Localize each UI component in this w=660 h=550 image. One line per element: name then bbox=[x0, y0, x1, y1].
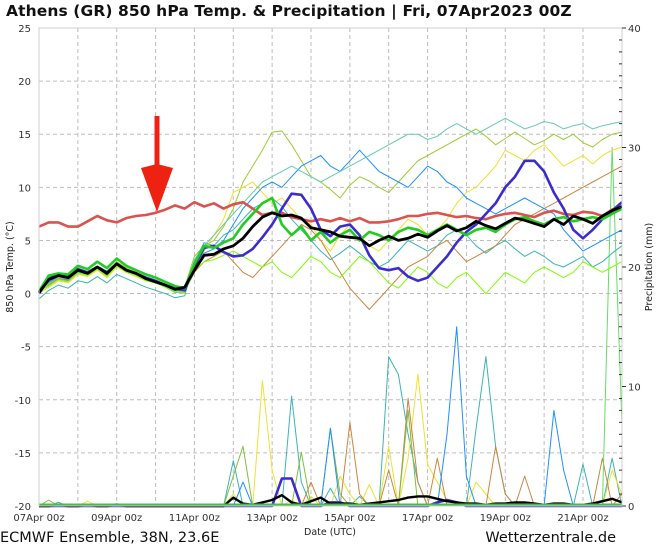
x-tick-label: 11Apr 00z bbox=[169, 513, 220, 524]
series-precip-member-c bbox=[39, 397, 623, 507]
y-tick-label: -20 bbox=[15, 502, 31, 513]
series-precip-operational bbox=[39, 477, 622, 508]
series-member-green bbox=[37, 196, 623, 293]
y-tick-label: 5 bbox=[25, 236, 31, 247]
x-tick-label: 15Apr 00z bbox=[324, 513, 375, 524]
x-axis: 07Apr 00z 09Apr 00z 11Apr 00z 13Apr 00z 15Ap… bbox=[13, 513, 608, 524]
y2-tick-label: 20 bbox=[628, 263, 641, 274]
x-tick-label: 19Apr 00z bbox=[480, 513, 531, 524]
y-axis-right: 0 10 20 30 40 bbox=[619, 24, 641, 513]
y-tick-label: 0 bbox=[25, 290, 31, 301]
x-tick-label: 13Apr 00z bbox=[247, 513, 298, 524]
series-precip-member-spike bbox=[39, 147, 623, 507]
y-tick-label: 10 bbox=[18, 183, 31, 194]
series-precip-member-e bbox=[39, 326, 622, 507]
y-axis-left: -20 -15 -10 -5 0 5 10 15 20 25 bbox=[15, 24, 31, 513]
y-tick-label: -10 bbox=[15, 396, 31, 407]
red-arrow-annotation bbox=[141, 116, 173, 212]
model-info: ECMWF Ensemble, 38N, 23.6E bbox=[0, 530, 220, 546]
series-climatology bbox=[38, 200, 623, 228]
precipitation-lines bbox=[38, 147, 623, 508]
x-tick-label: 09Apr 00z bbox=[91, 513, 142, 524]
y-axis-label: 850 hPa Temp. (°C) bbox=[5, 221, 16, 312]
series-precip-member-b bbox=[39, 374, 623, 507]
y2-tick-label: 0 bbox=[628, 502, 634, 513]
arrow-head bbox=[141, 164, 173, 212]
y-tick-label: 25 bbox=[18, 24, 31, 35]
x-tick-label: 17Apr 00z bbox=[402, 513, 453, 524]
y-tick-label: -5 bbox=[21, 343, 31, 354]
x-tick-label: 07Apr 00z bbox=[13, 513, 64, 524]
series-operational bbox=[37, 159, 623, 295]
series-ensemble-mean bbox=[37, 205, 623, 294]
series-member-g bbox=[38, 250, 623, 295]
y2-tick-label: 10 bbox=[628, 383, 641, 394]
y-tick-label: 20 bbox=[18, 77, 31, 88]
series-member-c bbox=[38, 197, 623, 300]
y2-tick-label: 40 bbox=[628, 24, 641, 35]
y-tick-label: 15 bbox=[18, 130, 31, 141]
temperature-lines bbox=[37, 117, 623, 310]
series-precip-member-d bbox=[38, 409, 622, 507]
chart-title: Athens (GR) 850 hPa Temp. & Precipitatio… bbox=[6, 2, 572, 20]
y2-axis-label: Precipitation (mm) bbox=[644, 223, 655, 311]
x-tick-label: 21Apr 00z bbox=[557, 513, 608, 524]
source-credit: Wetterzentrale.de bbox=[485, 530, 616, 546]
x-axis-label: Date (UTC) bbox=[304, 527, 356, 538]
y2-tick-label: 30 bbox=[628, 144, 641, 155]
y-tick-label: -15 bbox=[15, 449, 31, 460]
